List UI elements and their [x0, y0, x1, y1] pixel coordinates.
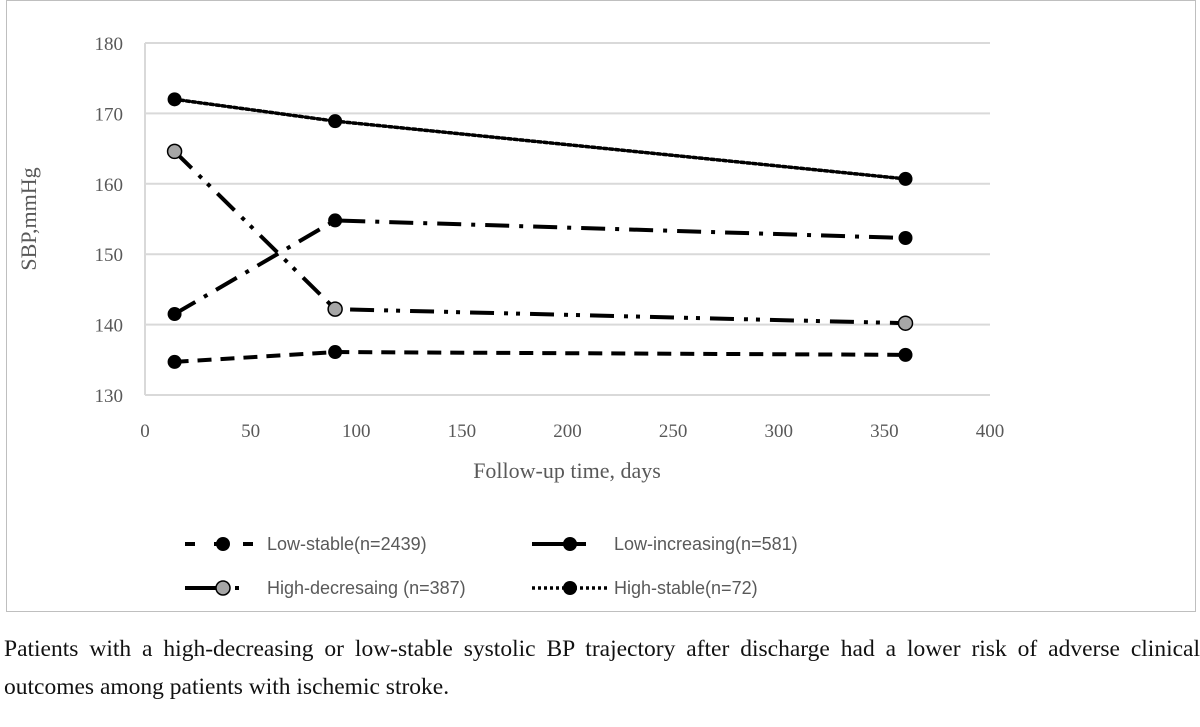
data-point — [328, 345, 343, 360]
legend-marker-3 — [563, 581, 577, 595]
data-point — [166, 143, 183, 160]
y-tick-label: 130 — [95, 386, 124, 407]
series-line-1 — [173, 218, 906, 316]
x-axis-label: Follow-up time, days — [473, 458, 661, 483]
x-tick-label: 300 — [765, 421, 794, 442]
chart-frame — [6, 0, 1196, 612]
x-tick-label: 350 — [870, 421, 899, 442]
x-tick-label: 250 — [659, 421, 688, 442]
y-axis-label: SBP,mmHg — [16, 167, 41, 270]
y-tick-label: 170 — [95, 104, 124, 125]
y-tick-label: 180 — [95, 34, 124, 55]
x-tick-label: 150 — [448, 421, 477, 442]
series-line-0 — [174, 350, 906, 364]
x-tick-label: 0 — [140, 421, 150, 442]
legend-label: High-decresaing (n=387) — [267, 578, 466, 598]
data-point — [167, 92, 182, 107]
legend-label: Low-stable(n=2439) — [267, 534, 427, 554]
data-point — [898, 171, 913, 186]
series-line-2 — [173, 149, 906, 326]
x-tick-label: 50 — [241, 421, 260, 442]
legend-marker-0 — [216, 537, 230, 551]
legend-label: High-stable(n=72) — [614, 578, 758, 598]
data-point — [898, 347, 913, 362]
y-tick-label: 150 — [95, 245, 124, 266]
legend-marker-1 — [563, 537, 577, 551]
y-tick-label: 140 — [95, 316, 124, 337]
data-point — [327, 301, 343, 317]
line-chart: 130 140 150 160 170 180 0 50 100 150 200 250 300 350 4… — [16, 34, 1005, 598]
data-point — [898, 231, 913, 246]
x-tick-label: 200 — [553, 421, 582, 442]
data-point — [328, 213, 343, 228]
x-tick-label: 400 — [976, 421, 1005, 442]
y-tick-label: 160 — [95, 175, 124, 196]
series-line-3 — [172, 97, 908, 181]
data-point — [897, 315, 914, 331]
data-point — [167, 307, 182, 322]
data-point — [167, 354, 182, 369]
legend-label: Low-increasing(n=581) — [614, 534, 798, 554]
figure-caption: Patients with a high-decreasing or low-s… — [4, 636, 1200, 700]
data-point — [328, 114, 343, 129]
legend-marker-2 — [215, 580, 231, 596]
x-tick-label: 100 — [342, 421, 371, 442]
